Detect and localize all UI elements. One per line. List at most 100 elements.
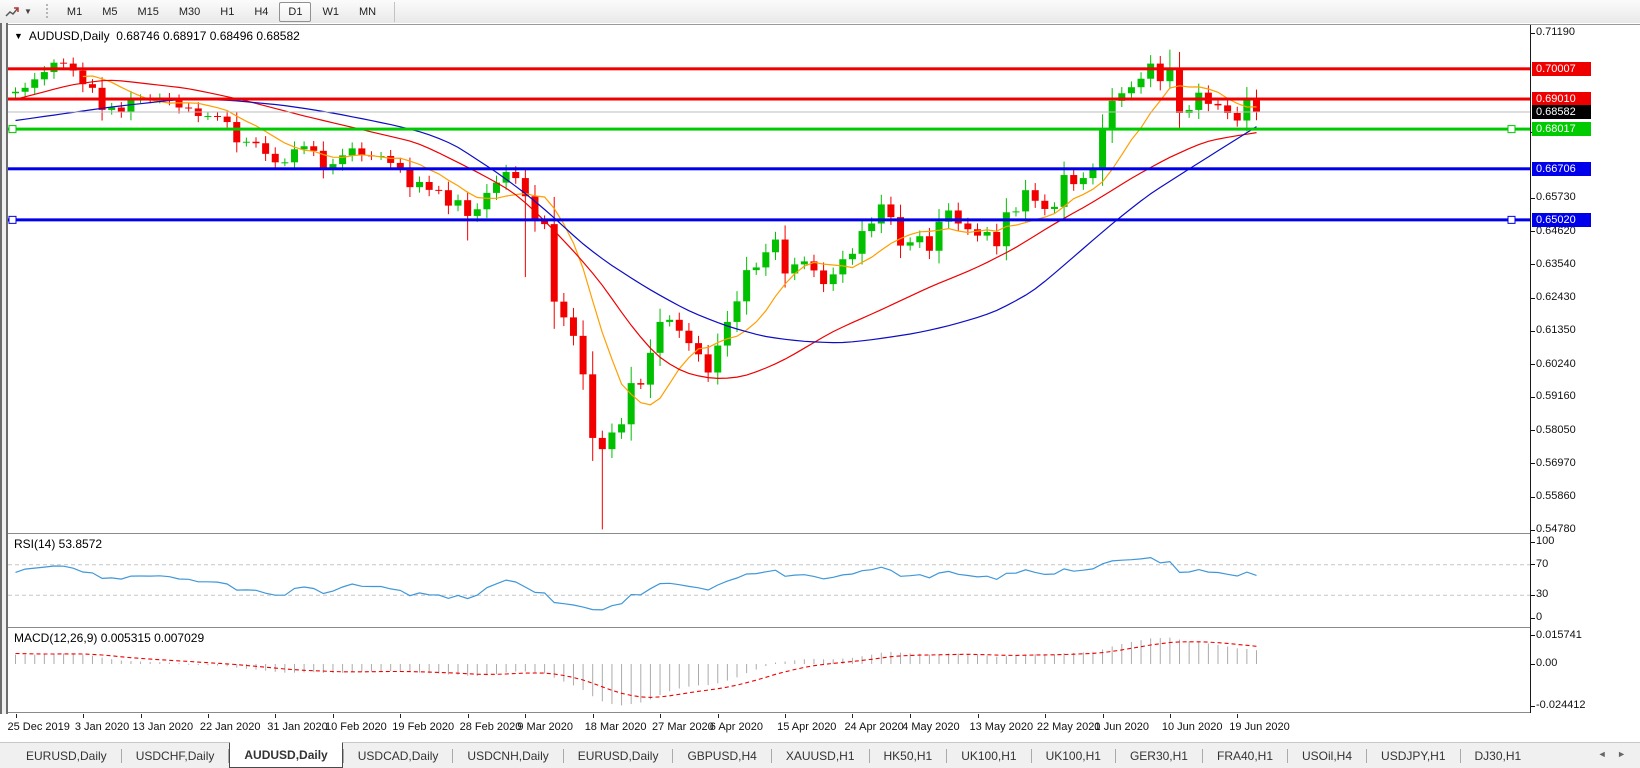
chart-tab-usdchf-daily[interactable]: USDCHF,Daily [135,748,215,763]
macd-tick-mark [1531,705,1535,707]
chart-tab-usdcad-daily[interactable]: USDCAD,Daily [357,748,439,763]
tab-separator [1366,748,1368,763]
timeframe-button-m30[interactable]: M30 [178,5,201,18]
tab-separator [770,748,772,763]
time-tick-label: 1 Jun 2020 [1094,721,1149,733]
chart-title: ▼ AUDUSD,Daily 0.68746 0.68917 0.68496 0.… [14,29,300,43]
toolbar-grip[interactable] [43,3,51,20]
time-tick-label: 31 Jan 2020 [267,721,328,733]
chart-tab-usoil-h4[interactable]: USOil,H4 [1302,748,1353,763]
chart-tab-uk100-h1[interactable]: UK100,H1 [961,748,1017,763]
timeframe-button-h4[interactable]: H4 [254,5,269,18]
horizontal-level-line[interactable] [8,67,1530,71]
ma-fast-line[interactable] [82,75,1257,406]
timeframe-button-mn[interactable]: MN [358,5,377,18]
price-tick-mark [1531,297,1535,299]
time-tick-mark [910,714,912,718]
chart-tab-ger30-h1[interactable]: GER30,H1 [1129,748,1188,763]
chart-tab-eurusd-daily[interactable]: EURUSD,Daily [577,748,659,763]
time-axis-border [8,713,1530,714]
horizontal-level-line[interactable] [8,127,1530,131]
chart-tab-usdjpy-h1[interactable]: USDJPY,H1 [1381,748,1446,763]
timeframe-button-h1[interactable]: H1 [220,5,235,18]
time-tick-mark [400,714,402,718]
price-level-badge: 0.68582 [1532,104,1591,119]
line-handle[interactable] [1507,215,1516,224]
price-axis[interactable]: 0.711900.679200.657300.646200.635400.624… [1531,25,1640,713]
time-tick-mark [1169,714,1171,718]
chart-tab-audusd-daily[interactable]: AUDUSD,Daily [229,742,343,768]
price-tick-label: 0.71190 [1536,26,1575,38]
tab-separator [1287,748,1289,763]
tab-separator [342,748,344,763]
time-tick-label: 4 May 2020 [902,721,960,733]
time-tick-label: 19 Jun 2020 [1229,721,1290,733]
chevron-down-icon[interactable]: ▼ [24,7,32,16]
ohlc-readout: 0.68746 0.68917 0.68496 0.68582 [116,29,300,43]
panel-separator[interactable] [8,533,1530,534]
rsi-line[interactable] [15,556,1257,611]
current-price-line [8,111,1530,113]
tab-separator [228,748,230,763]
tab-separator [868,748,870,763]
horizontal-level-line[interactable] [8,218,1530,222]
chart-tab-usdcnh-daily[interactable]: USDCNH,Daily [467,748,549,763]
time-tick-label: 3 Jan 2020 [74,721,130,733]
time-tick-label: 10 Feb 2020 [324,721,387,733]
rsi-axis-label: 70 [1536,557,1549,570]
chart-tab-hk50-h1[interactable]: HK50,H1 [883,748,933,763]
timeframe-button-m5[interactable]: M5 [102,5,118,18]
rsi-axis-label: 100 [1536,535,1555,547]
price-tick-label: 0.60240 [1536,357,1576,370]
price-tick-mark [1531,463,1535,465]
time-tick-label: 19 Feb 2020 [392,721,455,733]
tab-separator [672,748,674,763]
time-tick-mark [82,714,84,718]
timeframe-button-d1[interactable]: D1 [279,1,312,22]
rsi-indicator-label: RSI(14) 53.8572 [14,537,103,551]
price-tick-label: 0.55860 [1536,490,1576,503]
triangle-down-icon[interactable]: ▼ [14,31,23,41]
macd-histogram [15,637,1257,706]
price-tick-mark [1531,529,1535,531]
tab-scroll-arrows[interactable]: ◄ ► [1597,749,1630,759]
time-tick-label: 28 Feb 2020 [459,721,522,733]
horizontal-level-line[interactable] [8,97,1530,101]
ma-medium-line[interactable] [15,79,1257,380]
chart-tab-xauusd-h1[interactable]: XAUUSD,H1 [785,748,855,763]
chart-tab-dj30-h1[interactable]: DJ30,H1 [1474,748,1522,763]
price-tick-label: 0.63540 [1536,257,1576,270]
tab-separator [1030,748,1032,763]
time-tick-mark [785,714,787,718]
price-tick-label: 0.56970 [1536,456,1576,469]
price-tick-label: 0.61350 [1536,324,1576,337]
horizontal-level-line[interactable] [8,167,1530,171]
rsi-tick-mark [1531,564,1535,566]
line-handle[interactable] [1507,125,1516,134]
time-axis-border[interactable] [8,712,1530,713]
timeframe-button-m1[interactable]: M1 [66,5,83,18]
time-tick-mark [467,714,469,718]
time-tick-mark [140,714,142,718]
panel-separator[interactable] [8,627,1530,628]
chart-tab-eurusd-daily[interactable]: EURUSD,Daily [26,748,107,763]
line-handle[interactable] [8,125,17,134]
timeframe-button-m15[interactable]: M15 [137,5,159,18]
chart-tab-gbpusd-h4[interactable]: GBPUSD,H4 [687,748,757,763]
macd-indicator-label: MACD(12,26,9) 0.005315 0.007029 [14,631,205,645]
chart-tab-fra40-h1[interactable]: FRA40,H1 [1216,748,1274,763]
timeframe-button-w1[interactable]: W1 [322,5,339,18]
time-axis[interactable]: 25 Dec 2019 3 Jan 2020 13 Jan 2020 22 Jan 2… [0,714,1640,742]
price-chart-canvas[interactable] [8,25,1530,715]
chart-tab-uk100-h1[interactable]: UK100,H1 [1045,748,1101,763]
price-tick-label: 0.62430 [1536,291,1576,304]
window-left-edge [0,23,8,742]
chart-mode-icon[interactable] [4,5,20,19]
macd-signal-line [15,641,1257,698]
line-handle[interactable] [8,215,17,224]
time-tick-mark [852,714,854,718]
tab-separator [1201,748,1203,763]
rsi-axis-label: 30 [1536,588,1549,601]
tab-separator [120,748,122,763]
